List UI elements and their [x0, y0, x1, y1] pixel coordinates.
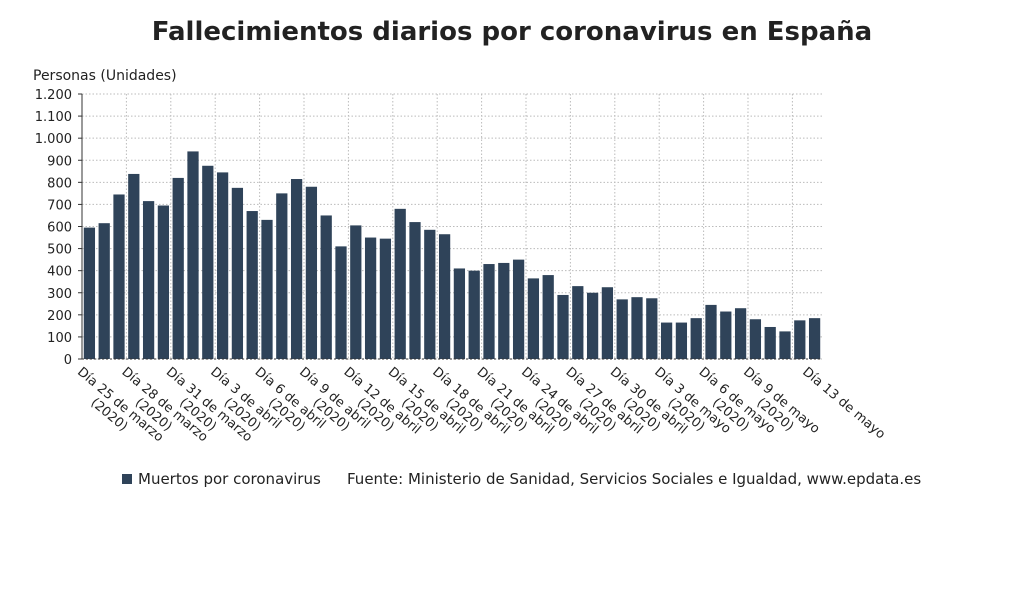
legend-label: Muertos por coronavirus: [138, 470, 321, 488]
bar: [779, 331, 791, 359]
bar: [187, 151, 199, 359]
bar: [83, 227, 96, 359]
bar: [527, 278, 540, 359]
bar: [542, 275, 554, 359]
bar: [157, 205, 170, 359]
bar: [202, 165, 214, 359]
bar: [572, 286, 584, 359]
y-tick-label: 500: [47, 243, 72, 258]
y-tick-label: 200: [47, 309, 72, 324]
bar: [113, 194, 125, 359]
y-tick-label: 400: [47, 265, 72, 280]
y-tick-label: 800: [47, 176, 72, 191]
bar: [616, 299, 628, 359]
bar: [409, 222, 421, 359]
bar: [749, 319, 762, 359]
bar: [734, 308, 747, 359]
bar: [646, 298, 658, 359]
source: Fuente: Ministerio de Sanidad, Servicios…: [347, 470, 921, 488]
bar: [216, 172, 229, 359]
bar: [98, 223, 110, 359]
bar: [808, 318, 821, 359]
bar: [468, 270, 480, 359]
bar: [290, 179, 303, 359]
bar: [424, 229, 436, 359]
bar: [142, 201, 155, 359]
bar: [172, 177, 184, 359]
y-tick-label: 1.000: [35, 132, 72, 147]
bar: [246, 211, 258, 359]
bar: [675, 322, 688, 359]
bar: [350, 225, 362, 359]
y-tick-label: 0: [64, 353, 72, 368]
legend-swatch: [122, 474, 132, 484]
y-tick-label: 700: [47, 198, 72, 213]
bar: [453, 268, 466, 359]
y-axis-label: Personas (Unidades): [33, 68, 177, 84]
bar: [335, 246, 347, 359]
bar: [261, 219, 273, 359]
bar: [705, 304, 717, 359]
bar: [557, 294, 569, 359]
bar: [586, 292, 599, 359]
bar: [231, 187, 244, 359]
bar: [320, 215, 332, 359]
bar: [364, 237, 377, 359]
bar: [438, 234, 451, 359]
bar: [601, 287, 614, 359]
bar: [483, 264, 495, 359]
chart-title: Fallecimientos diarios por coronavirus e…: [152, 17, 872, 47]
bar: [379, 238, 392, 359]
y-tick-label: 900: [47, 154, 72, 169]
y-tick-label: 600: [47, 221, 72, 236]
bar: [305, 186, 318, 359]
bar: [690, 318, 702, 359]
bar: [764, 326, 776, 359]
bar: [720, 311, 732, 359]
y-tick-label: 100: [47, 331, 72, 346]
bar: [512, 259, 525, 359]
bar: [276, 193, 288, 359]
y-tick-label: 1.100: [35, 110, 72, 125]
y-tick-label: 300: [47, 287, 72, 302]
bar: [794, 320, 806, 359]
bar: [394, 208, 406, 359]
bar: [631, 297, 643, 359]
y-tick-label: 1.200: [35, 88, 72, 103]
bar: [660, 322, 673, 359]
bar: [128, 173, 140, 359]
bar: [498, 262, 510, 359]
